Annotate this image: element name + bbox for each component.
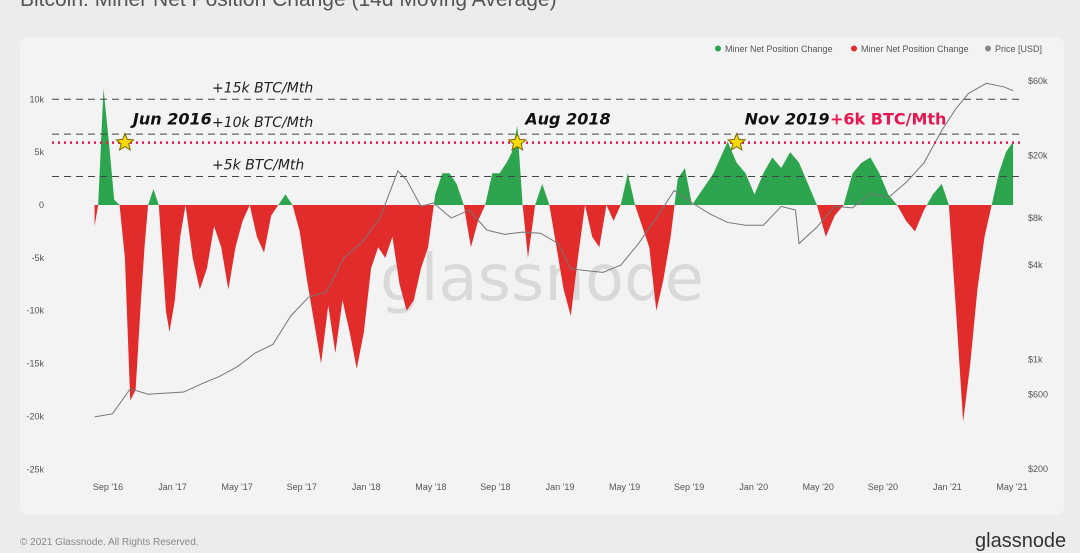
y-right-axis: $60k $20k $8k $4k $1k $600 $200 <box>1028 76 1048 474</box>
reference-line-label: +6k BTC/Mth <box>830 110 946 129</box>
x-tick-label: May '18 <box>415 482 446 492</box>
y-left-axis: 10k 5k 0 -5k -10k -15k -20k -25k <box>26 94 44 474</box>
event-label: Aug 2018 <box>523 110 610 129</box>
series-layer <box>94 88 1014 422</box>
reference-line-label: +15k BTC/Mth <box>212 80 313 96</box>
reference-lines: +15k BTC/Mth +10k BTC/Mth +5k BTC/Mth +6k B… <box>52 80 1022 177</box>
y-right-tick-label: $20k <box>1028 151 1048 161</box>
y-left-tick-label: 10k <box>29 94 44 104</box>
y-left-tick-label: -10k <box>26 306 44 316</box>
net-position-positive-area <box>98 88 1014 205</box>
reference-line-label: +10k BTC/Mth <box>212 115 313 131</box>
watermark: glassnode <box>380 242 704 316</box>
price-layer <box>94 82 1014 418</box>
legend-marker <box>851 45 857 52</box>
x-tick-label: Sep '16 <box>93 482 123 492</box>
event-label: Jun 2016 <box>130 110 212 129</box>
legend-label: Miner Net Position Change <box>861 44 969 54</box>
y-left-tick-label: 5k <box>34 147 44 157</box>
event-star <box>726 132 747 151</box>
event-markers: Jun 2016 Aug 2018 Nov 2019 <box>115 110 830 151</box>
y-left-tick-label: 0 <box>39 200 44 210</box>
x-tick-label: Sep '18 <box>480 482 510 492</box>
x-tick-label: Jan '18 <box>352 482 381 492</box>
event-star <box>507 132 528 151</box>
y-right-tick-label: $4k <box>1028 260 1043 270</box>
legend: Miner Net Position Change Miner Net Posit… <box>715 44 1042 54</box>
y-left-tick-label: -25k <box>26 464 44 474</box>
x-tick-label: Jan '20 <box>739 482 768 492</box>
legend-label: Price [USD] <box>995 44 1042 54</box>
price-line <box>94 82 1014 418</box>
y-right-tick-label: $600 <box>1028 389 1048 399</box>
x-tick-label: May '20 <box>803 482 834 492</box>
x-tick-label: May '21 <box>996 482 1027 492</box>
reference-line-label: +5k BTC/Mth <box>212 157 304 173</box>
legend-marker <box>715 45 721 52</box>
legend-marker <box>985 45 991 52</box>
x-tick-label: Sep '17 <box>287 482 317 492</box>
x-tick-label: Jan '21 <box>933 482 962 492</box>
y-right-tick-label: $200 <box>1028 464 1048 474</box>
y-left-tick-label: -5k <box>31 253 44 263</box>
event-label: Nov 2019 <box>745 110 830 129</box>
y-right-tick-label: $60k <box>1028 76 1048 86</box>
y-right-tick-label: $8k <box>1028 213 1043 223</box>
x-tick-label: Jan '19 <box>546 482 575 492</box>
y-left-tick-label: -15k <box>26 359 44 369</box>
y-right-tick-label: $1k <box>1028 355 1043 365</box>
x-tick-label: Sep '20 <box>868 482 898 492</box>
footer-brand: glassnode <box>975 530 1067 552</box>
event-star <box>115 132 135 151</box>
footer-copyright: © 2021 Glassnode. All Rights Reserved. <box>20 537 199 548</box>
x-tick-label: May '17 <box>222 482 253 492</box>
net-position-negative-area <box>94 205 992 422</box>
plot-background <box>20 37 1064 515</box>
x-axis: Sep '16 Jan '17 May '17 Sep '17 Jan '18 May '… <box>93 482 1028 492</box>
y-left-tick-label: -20k <box>26 411 44 421</box>
legend-label: Miner Net Position Change <box>725 44 833 54</box>
chart-title: Bitcoin: Miner Net Position Change (14d … <box>20 0 557 12</box>
x-tick-label: Jan '17 <box>158 482 187 492</box>
x-tick-label: May '19 <box>609 482 640 492</box>
x-tick-label: Sep '19 <box>674 482 704 492</box>
